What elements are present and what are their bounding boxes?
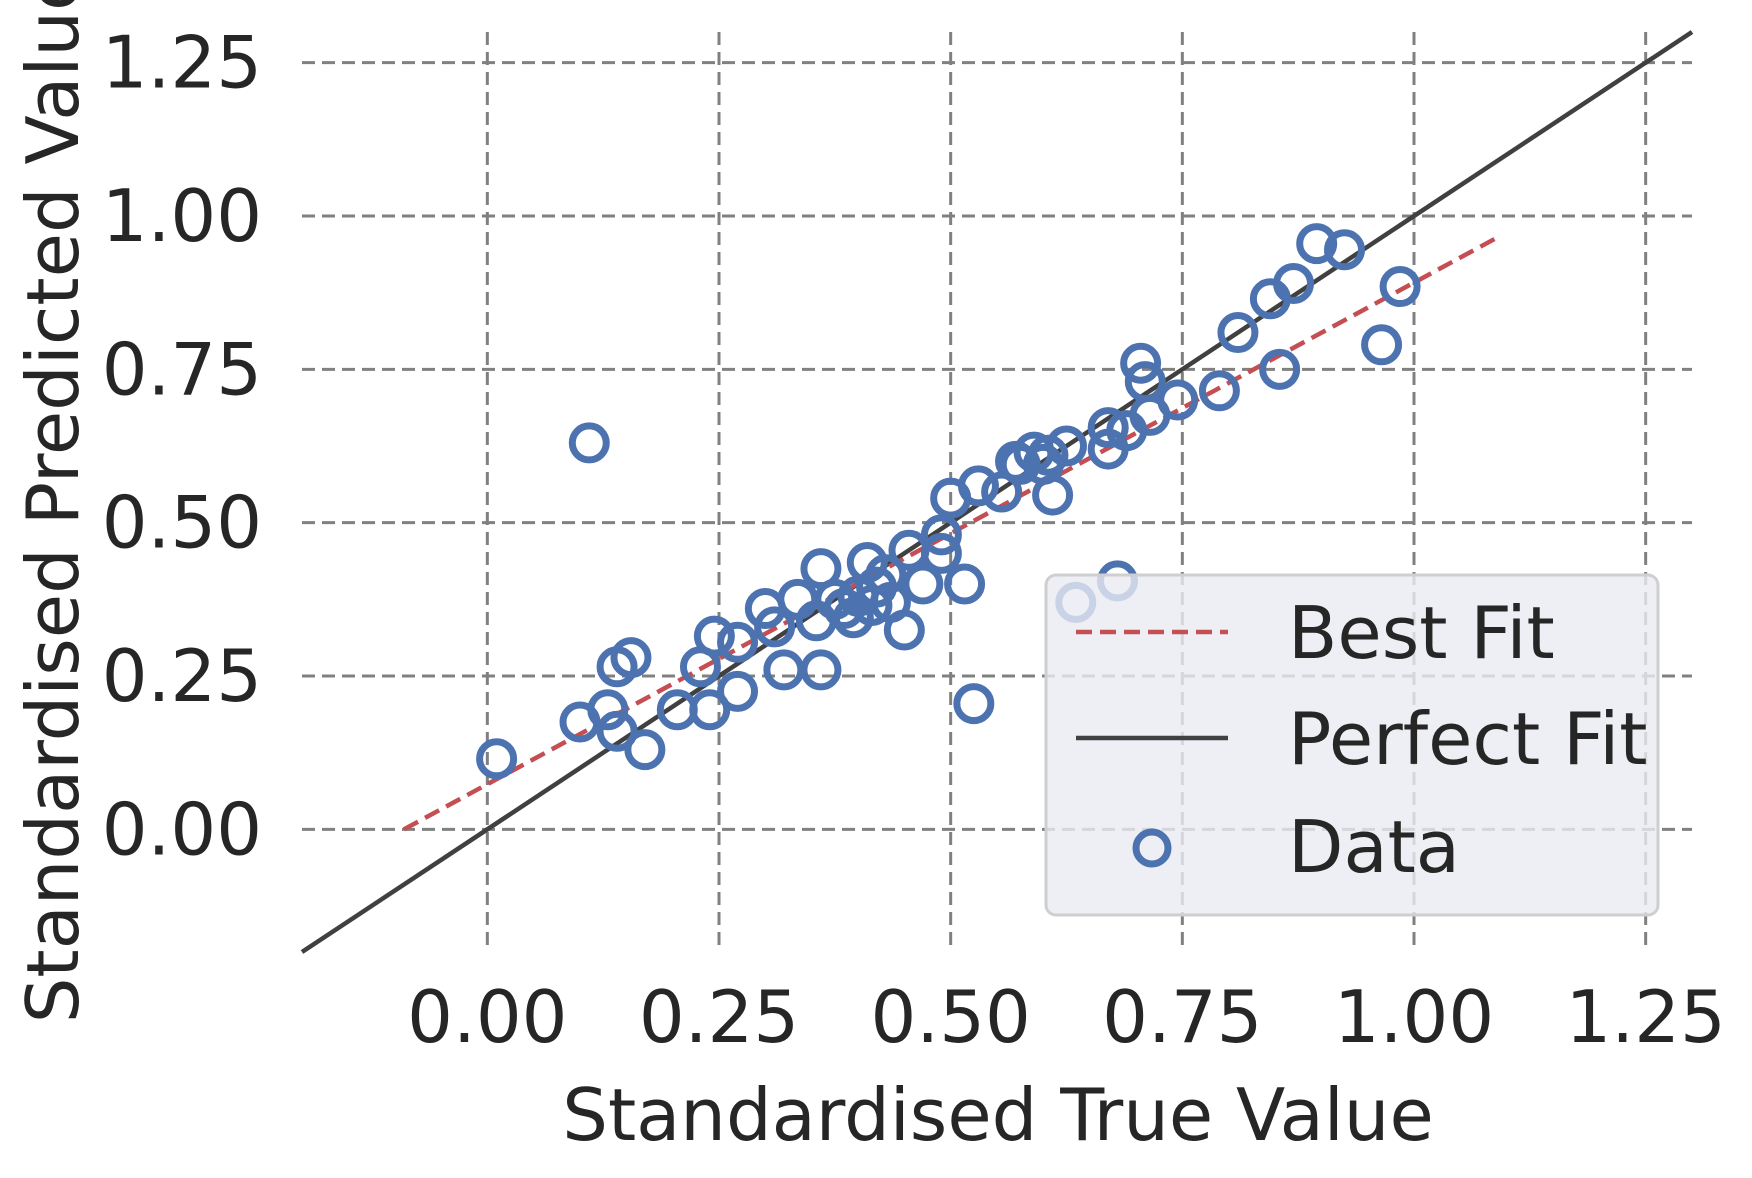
data-point	[1259, 348, 1301, 390]
data-point	[1273, 262, 1315, 304]
legend-perfect-fit-label: Perfect Fit	[1288, 697, 1648, 781]
x-tick-label: 0.00	[407, 975, 567, 1059]
x-tick-label: 1.25	[1566, 975, 1726, 1059]
legend-frame	[1044, 573, 1660, 917]
y-tick-label: 1.25	[102, 21, 262, 105]
best-fit-line	[402, 235, 1499, 832]
data-point	[800, 649, 842, 691]
data-point	[1120, 342, 1162, 384]
x-tick-label: 1.00	[1334, 975, 1494, 1059]
y-tick-labels: 0.00 0.25 0.50 0.75 1.00 1.25	[102, 21, 262, 872]
data-point	[1217, 312, 1259, 354]
data-point	[777, 578, 819, 620]
y-tick-label: 0.50	[102, 481, 262, 565]
data-point	[953, 683, 995, 725]
x-tick-labels: 0.00 0.25 0.50 0.75 1.00 1.25	[407, 975, 1726, 1059]
data-point	[883, 609, 925, 651]
data-point	[624, 729, 666, 771]
data-point	[1198, 370, 1240, 412]
x-tick-label: 0.50	[871, 975, 1031, 1059]
data-point	[763, 649, 805, 691]
data-point	[1046, 425, 1087, 467]
data-point	[596, 710, 638, 752]
legend-best-fit-label: Best Fit	[1288, 591, 1555, 675]
legend: Best Fit Perfect Fit Data	[1044, 573, 1660, 917]
data-point	[1379, 266, 1421, 308]
data-point	[865, 554, 907, 596]
y-tick-label: 0.00	[102, 787, 262, 871]
data-point	[717, 621, 759, 663]
data-point	[689, 689, 731, 731]
data-point	[568, 422, 610, 464]
data-point	[920, 532, 962, 574]
data-point	[717, 670, 759, 712]
legend-data-swatch	[1132, 828, 1172, 868]
data-point	[754, 606, 796, 648]
x-axis-title: Standardised True Value	[562, 1073, 1434, 1157]
best-fit-line-group	[402, 235, 1499, 832]
y-tick-label: 0.75	[102, 327, 262, 411]
data-point	[902, 563, 944, 605]
data-point	[944, 563, 986, 605]
data-point	[1296, 223, 1338, 265]
data-point	[1324, 229, 1365, 271]
data-point	[1361, 324, 1403, 366]
data-point	[610, 637, 652, 679]
x-tick-label: 0.25	[639, 975, 799, 1059]
data-point	[1157, 379, 1199, 421]
data-point	[957, 465, 999, 507]
y-tick-label: 1.00	[102, 174, 262, 258]
data-point	[693, 615, 735, 657]
data-point	[587, 689, 629, 731]
y-tick-label: 0.25	[102, 634, 262, 718]
data-point	[1032, 474, 1074, 516]
x-tick-label: 0.75	[1102, 975, 1262, 1059]
data-point	[920, 514, 962, 556]
y-axis-title: Standardised Predicted Value	[11, 0, 95, 1023]
legend-data-label: Data	[1288, 805, 1460, 889]
data-point	[476, 738, 518, 780]
data-point	[1087, 407, 1129, 449]
